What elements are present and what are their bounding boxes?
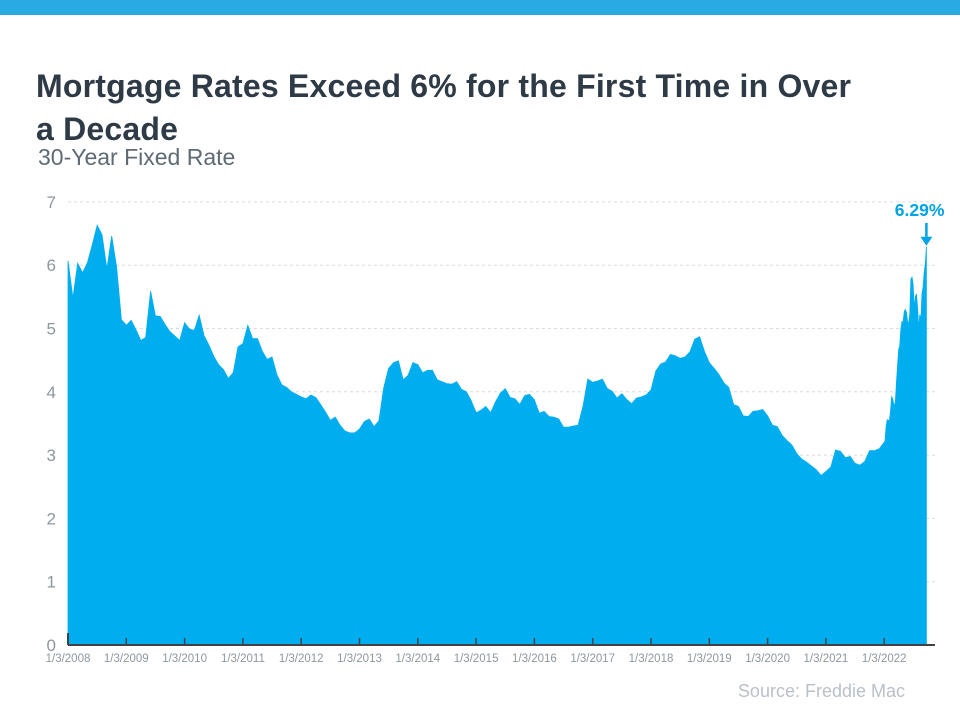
x-tick-label: 1/3/2019 bbox=[687, 653, 732, 665]
x-tick-label: 1/3/2016 bbox=[512, 653, 557, 665]
x-tick-label: 1/3/2014 bbox=[395, 653, 440, 665]
y-tick-label: 0 bbox=[47, 636, 56, 655]
y-tick-label: 5 bbox=[47, 320, 56, 339]
y-tick-label: 4 bbox=[47, 383, 56, 402]
source-credit: Source: Freddie Mac bbox=[737, 681, 905, 701]
top-accent-bar bbox=[0, 0, 960, 15]
x-tick-label: 1/3/2017 bbox=[570, 653, 615, 665]
x-tick-label: 1/3/2022 bbox=[862, 653, 907, 665]
x-tick-label: 1/3/2010 bbox=[162, 653, 207, 665]
x-tick-label: 1/3/2021 bbox=[804, 653, 849, 665]
x-tick-label: 1/3/2018 bbox=[629, 653, 674, 665]
y-tick-label: 7 bbox=[47, 193, 56, 212]
x-tick-label: 1/3/2013 bbox=[337, 653, 382, 665]
x-tick-label: 1/3/2020 bbox=[745, 653, 790, 665]
page-title: Mortgage Rates Exceed 6% for the First T… bbox=[36, 68, 852, 147]
x-tick-label: 1/3/2009 bbox=[104, 653, 149, 665]
annotation-value: 6.29% bbox=[895, 200, 945, 220]
y-tick-label: 3 bbox=[47, 446, 56, 465]
x-tick-label: 1/3/2012 bbox=[279, 653, 324, 665]
y-tick-label: 2 bbox=[47, 509, 56, 528]
chart-subtitle: 30-Year Fixed Rate bbox=[38, 144, 236, 170]
rate-area-series bbox=[67, 224, 927, 646]
x-tick-label: 1/3/2015 bbox=[454, 653, 499, 665]
y-tick-label: 6 bbox=[47, 256, 56, 275]
x-tick-label: 1/3/2008 bbox=[46, 653, 91, 665]
annotation-arrowhead-icon bbox=[920, 236, 933, 246]
y-tick-label: 1 bbox=[47, 573, 56, 592]
x-tick-label: 1/3/2011 bbox=[221, 653, 265, 665]
